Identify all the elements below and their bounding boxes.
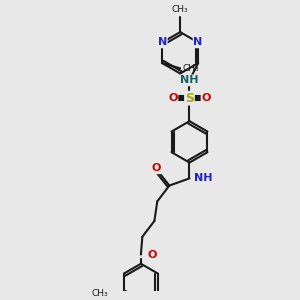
Text: CH₃: CH₃ bbox=[172, 5, 188, 14]
Text: N: N bbox=[158, 38, 167, 47]
Text: O: O bbox=[202, 93, 211, 103]
Text: NH: NH bbox=[194, 173, 212, 183]
Text: CH₃: CH₃ bbox=[182, 64, 199, 73]
Text: CH₃: CH₃ bbox=[92, 289, 108, 298]
Text: S: S bbox=[185, 92, 194, 105]
Text: O: O bbox=[168, 93, 178, 103]
Text: O: O bbox=[152, 163, 161, 173]
Text: O: O bbox=[147, 250, 157, 260]
Text: NH: NH bbox=[180, 75, 199, 85]
Text: N: N bbox=[194, 38, 203, 47]
